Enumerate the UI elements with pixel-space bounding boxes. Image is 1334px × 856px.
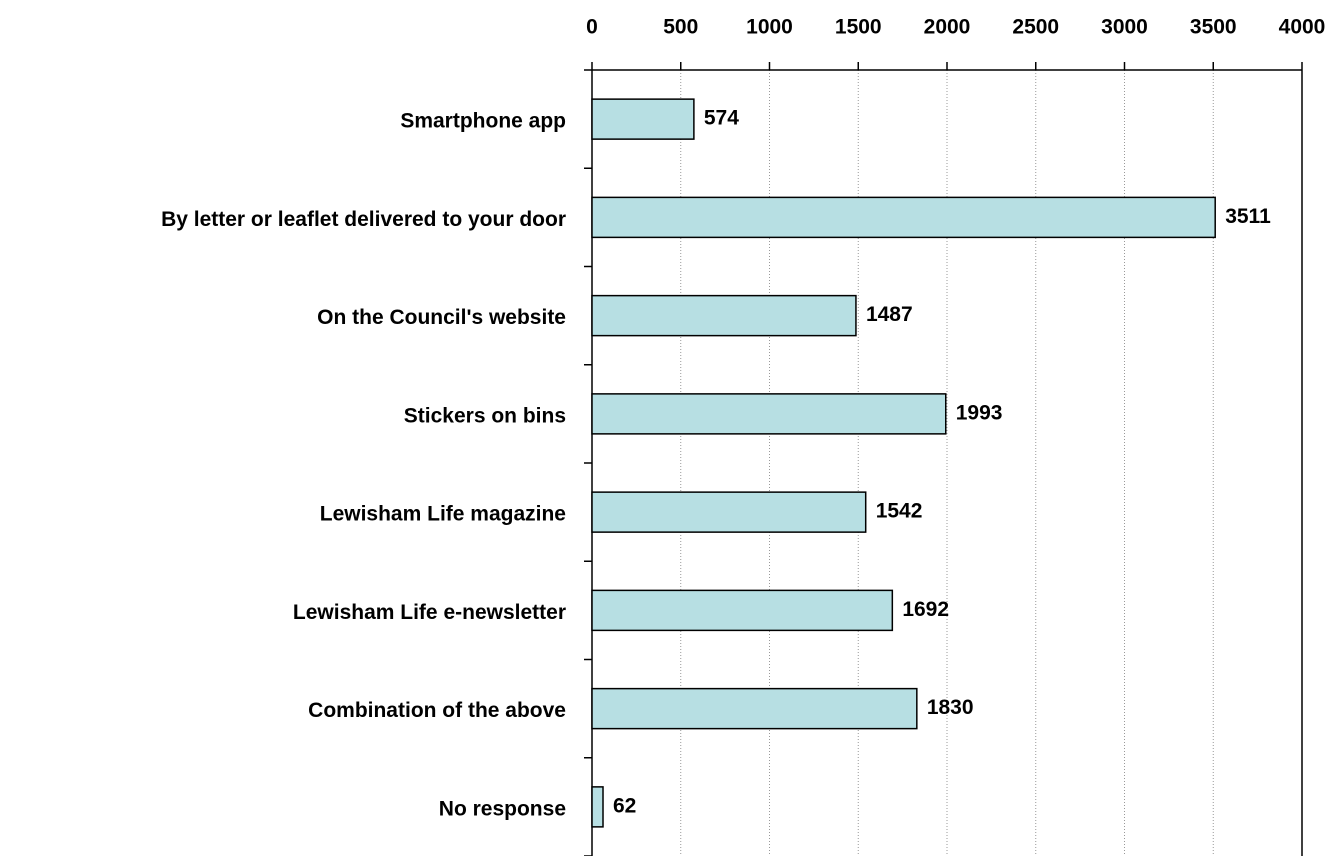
y-tick-label: Stickers on bins: [404, 404, 566, 427]
bar: [591, 786, 604, 828]
x-tick-label: 4000: [1279, 16, 1326, 39]
data-label: 62: [613, 794, 636, 817]
data-label: 3511: [1225, 205, 1271, 228]
y-tick-label: Lewisham Life e-newsletter: [293, 601, 566, 624]
bar: [591, 491, 867, 533]
y-tick-label: Lewisham Life magazine: [320, 503, 566, 526]
data-label: 1830: [927, 696, 974, 719]
data-label: 1993: [956, 401, 1003, 424]
bar: [591, 687, 918, 730]
bar: [591, 589, 894, 632]
x-tick-label: 0: [586, 16, 598, 39]
x-tick-label: 2000: [924, 16, 971, 39]
data-label: 574: [704, 107, 739, 130]
x-tick-label: 3500: [1190, 16, 1237, 39]
bar: [591, 393, 947, 435]
x-tick-label: 1000: [746, 16, 793, 39]
x-tick-label: 500: [663, 16, 698, 39]
y-tick-label: Smartphone app: [400, 110, 566, 133]
x-tick-label: 2500: [1012, 16, 1059, 39]
bar: [591, 98, 695, 140]
data-label: 1487: [866, 303, 913, 326]
y-tick-label: Combination of the above: [308, 699, 566, 722]
y-tick-label: On the Council's website: [317, 306, 566, 329]
bar: [591, 294, 857, 337]
data-label: 1542: [876, 500, 923, 523]
x-tick-label: 3000: [1101, 16, 1148, 39]
y-tick-label: No response: [439, 797, 566, 820]
bar: [591, 196, 1216, 239]
x-tick-label: 1500: [835, 16, 882, 39]
data-label: 1692: [902, 598, 949, 621]
y-tick-label: By letter or leaflet delivered to your d…: [161, 208, 566, 231]
